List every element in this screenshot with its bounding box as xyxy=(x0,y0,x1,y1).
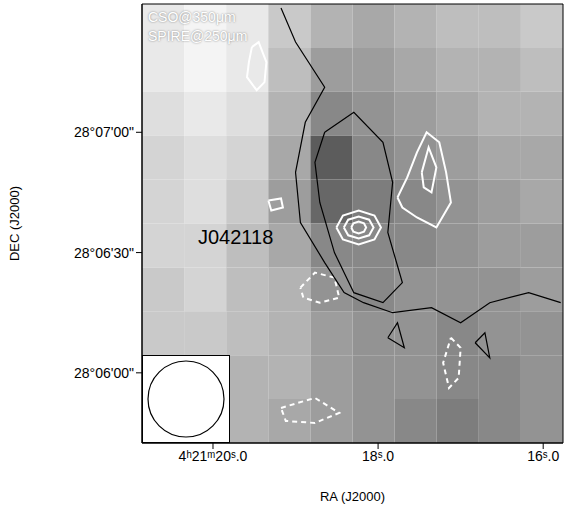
html-text:SPIRE@250μm: SPIRE@250μm xyxy=(148,28,248,44)
html-text:CSO@350μm: CSO@350μm xyxy=(148,9,236,25)
svg-text:28°06'30": 28°06'30" xyxy=(74,245,134,261)
svg-text:DEC (J2000): DEC (J2000) xyxy=(7,186,22,261)
svg-text:4ʰ21ᵐ20ˢ.0: 4ʰ21ᵐ20ˢ.0 xyxy=(179,448,248,464)
html-text:J042118: J042118 xyxy=(198,226,274,248)
svg-text:28°07'00": 28°07'00" xyxy=(74,124,134,140)
svg-text:16ˢ.0: 16ˢ.0 xyxy=(527,448,559,464)
svg-text:RA (J2000): RA (J2000) xyxy=(320,489,385,504)
svg-text:18ˢ.0: 18ˢ.0 xyxy=(362,448,394,464)
svg-text:28°06'00": 28°06'00" xyxy=(74,365,134,381)
